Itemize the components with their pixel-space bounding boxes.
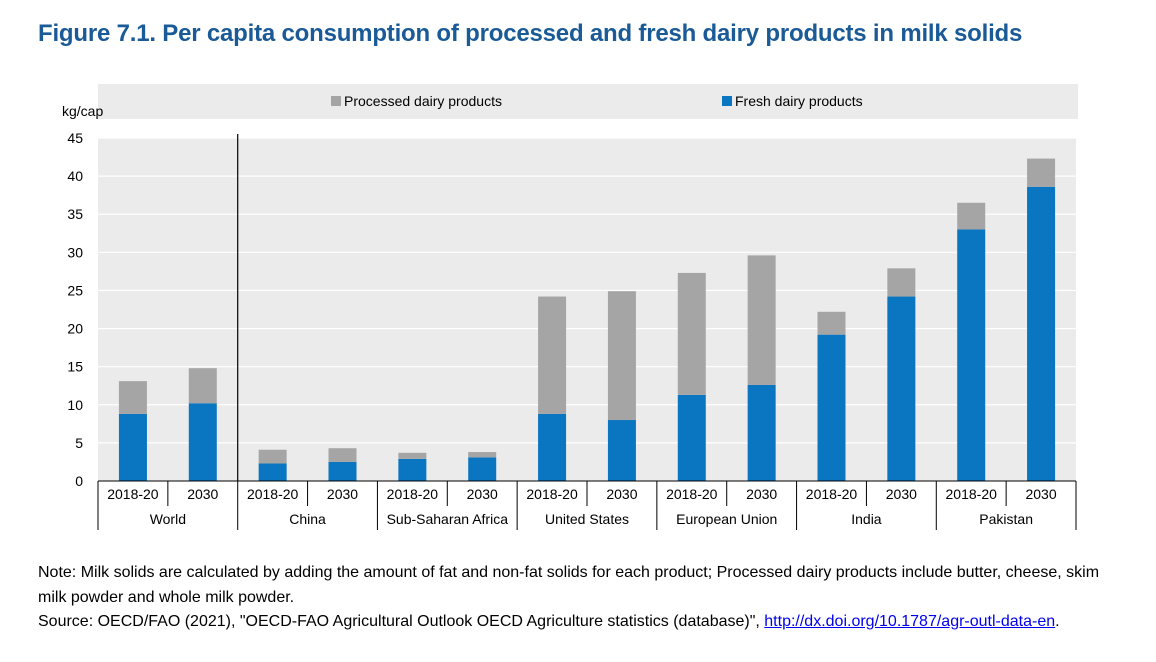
plot-area (98, 138, 1076, 481)
source-text: Source: OECD/FAO (2021), "OECD-FAO Agric… (38, 610, 1128, 635)
x-tick-label: 2030 (606, 486, 637, 502)
y-tick-label: 5 (75, 435, 83, 451)
group-label: European Union (676, 511, 777, 527)
x-tick-label: 2018-20 (107, 486, 159, 502)
bar-fresh-dairy-products (887, 296, 916, 481)
bar-fresh-dairy-products (188, 403, 217, 481)
y-tick-label: 45 (67, 130, 83, 146)
bar-fresh-dairy-products (1027, 186, 1056, 481)
x-tick-label: 2030 (746, 486, 777, 502)
bar-processed-dairy-products (398, 452, 427, 459)
group-label: World (150, 511, 186, 527)
y-tick-label: 10 (67, 397, 83, 413)
bar-fresh-dairy-products (398, 458, 427, 481)
group-label: China (289, 511, 326, 527)
legend-label-processed-dairy-products: Processed dairy products (344, 93, 502, 109)
group-label: Sub-Saharan Africa (387, 511, 509, 527)
x-tick-label: 2018-20 (806, 486, 858, 502)
bar-fresh-dairy-products (607, 420, 636, 481)
bar-fresh-dairy-products (747, 384, 776, 481)
bar-fresh-dairy-products (538, 413, 567, 481)
y-axis-label: kg/cap (62, 103, 103, 119)
bar-processed-dairy-products (887, 268, 916, 297)
source-prefix: Source: OECD/FAO (2021), "OECD-FAO Agric… (38, 613, 765, 630)
bar-fresh-dairy-products (468, 457, 497, 481)
x-tick-label: 2018-20 (526, 486, 578, 502)
y-tick-label: 0 (75, 473, 83, 489)
x-tick-label: 2018-20 (946, 486, 998, 502)
group-label: Pakistan (979, 511, 1033, 527)
y-tick-label: 30 (67, 244, 83, 260)
bar-processed-dairy-products (188, 368, 217, 404)
bar-processed-dairy-products (747, 255, 776, 385)
legend-swatch-fresh-dairy-products (722, 96, 732, 106)
group-label: India (851, 511, 882, 527)
bar-processed-dairy-products (817, 311, 846, 335)
legend-swatch-processed-dairy-products (331, 96, 341, 106)
bar-processed-dairy-products (118, 381, 147, 414)
y-tick-label: 35 (67, 206, 83, 222)
y-tick-label: 25 (67, 282, 83, 298)
source-link[interactable]: http://dx.doi.org/10.1787/agr-outl-data-… (764, 613, 1056, 630)
bar-processed-dairy-products (468, 452, 497, 458)
chart: Processed dairy products Fresh dairy prod… (62, 84, 1078, 530)
chart-notes: Note: Milk solids are calculated by addi… (38, 561, 1128, 635)
legend-label-fresh-dairy-products: Fresh dairy products (735, 93, 863, 109)
x-tick-label: 2030 (467, 486, 498, 502)
chart-title: Figure 7.1. Per capita consumption of pr… (38, 20, 1023, 47)
bar-processed-dairy-products (258, 449, 287, 464)
bar-fresh-dairy-products (118, 413, 147, 481)
bar-processed-dairy-products (328, 448, 357, 462)
source-suffix: . (1055, 613, 1060, 630)
y-tick-label: 15 (67, 359, 83, 375)
legend-background (98, 84, 1078, 119)
y-tick-label: 40 (67, 168, 83, 184)
bar-processed-dairy-products (677, 272, 706, 395)
bar-fresh-dairy-products (258, 463, 287, 481)
note-text: Note: Milk solids are calculated by addi… (38, 564, 1100, 606)
x-tick-label: 2030 (187, 486, 218, 502)
bar-fresh-dairy-products (957, 229, 986, 481)
bar-processed-dairy-products (607, 291, 636, 421)
group-label: United States (545, 511, 629, 527)
x-tick-label: 2030 (327, 486, 358, 502)
bar-processed-dairy-products (538, 296, 567, 414)
y-tick-label: 20 (67, 321, 83, 337)
x-tick-label: 2018-20 (247, 486, 299, 502)
bar-fresh-dairy-products (677, 394, 706, 481)
x-tick-label: 2018-20 (666, 486, 718, 502)
bar-processed-dairy-products (957, 202, 986, 230)
bar-fresh-dairy-products (817, 334, 846, 481)
bar-fresh-dairy-products (328, 461, 357, 481)
x-tick-label: 2030 (886, 486, 917, 502)
x-tick-label: 2030 (1025, 486, 1056, 502)
bar-processed-dairy-products (1027, 158, 1056, 187)
x-tick-label: 2018-20 (387, 486, 439, 502)
